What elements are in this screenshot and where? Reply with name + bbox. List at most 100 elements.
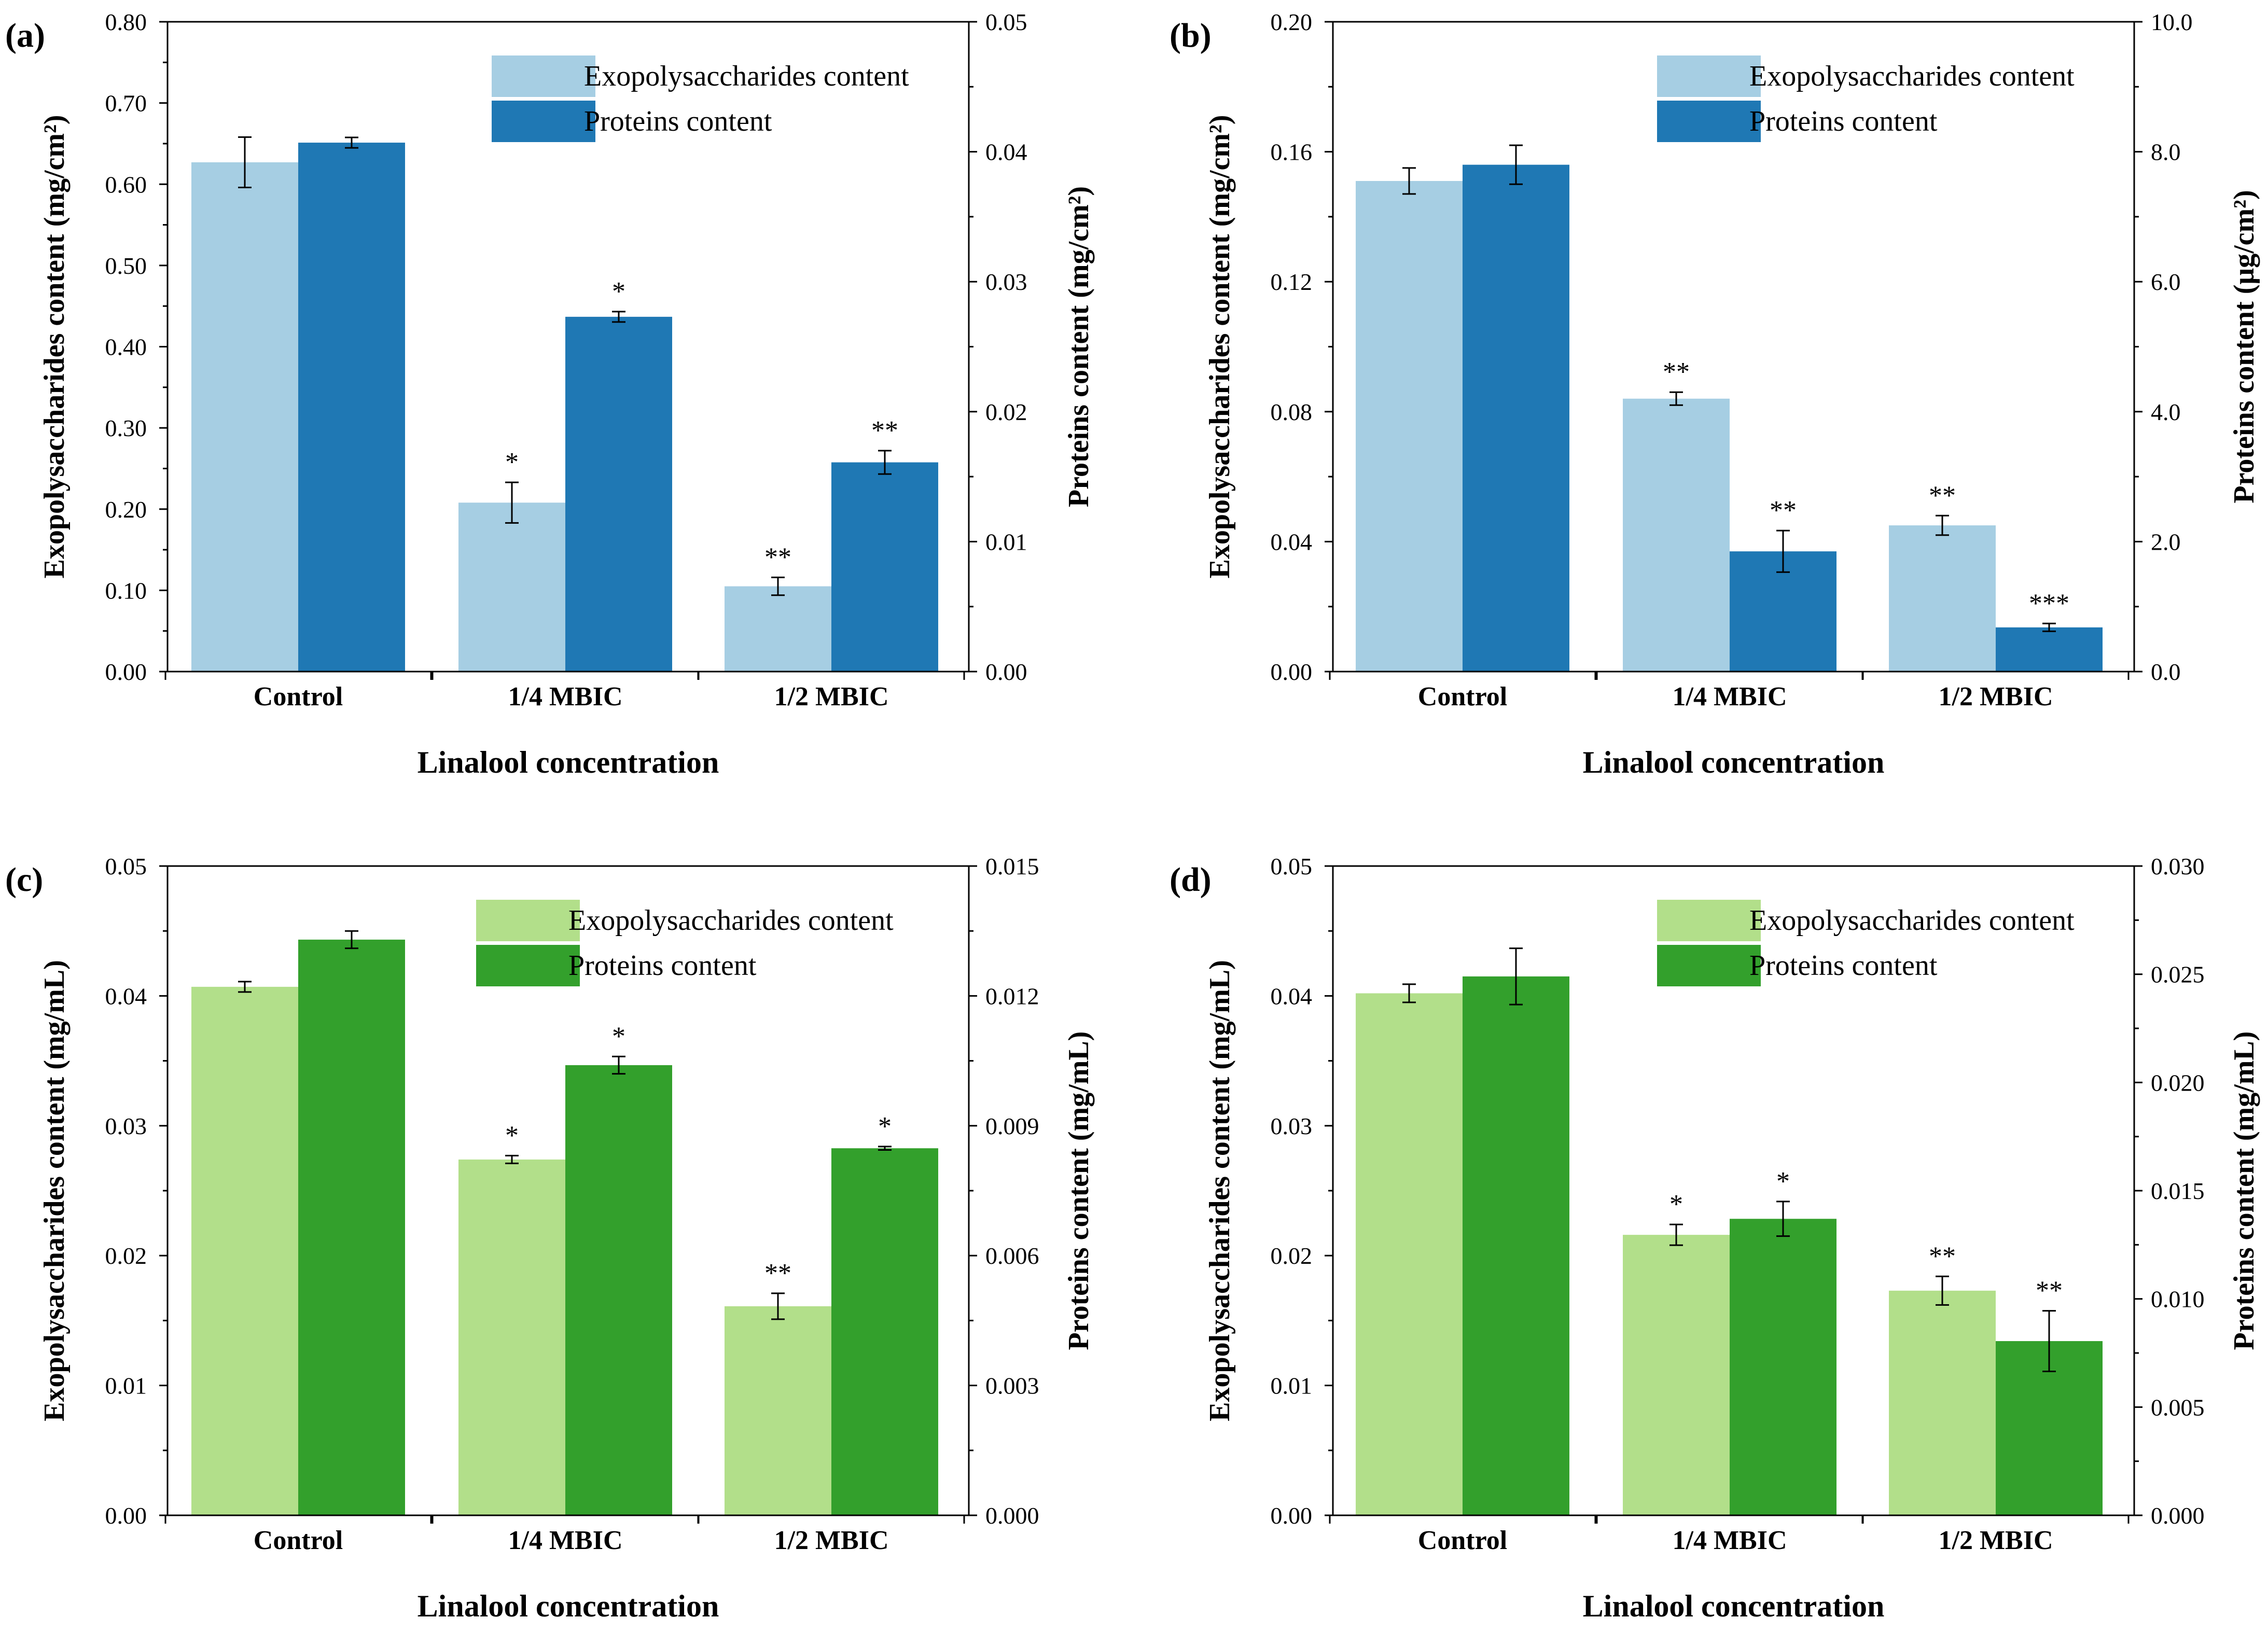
y-tick-label-right: 8.0 — [2151, 139, 2181, 165]
bar-c-eps-0 — [191, 986, 298, 1515]
significance-marker: *** — [2029, 589, 2069, 618]
bar-c-protein-1 — [565, 1065, 672, 1515]
y-tick-label-left: 0.01 — [105, 1373, 147, 1399]
bar-a-eps-0 — [191, 162, 298, 672]
error-bar — [1402, 983, 1416, 1003]
x-category-label: 1/2 MBIC — [1939, 1526, 2053, 1555]
significance-marker: ** — [1929, 1242, 1956, 1271]
error-bar — [345, 136, 358, 149]
significance-marker: ** — [1770, 496, 1797, 525]
y-tick-label-left: 0.00 — [1271, 1502, 1313, 1529]
y-tick-label-right: 0.02 — [985, 399, 1027, 425]
bar-c-eps-2 — [725, 1306, 831, 1515]
panel-a: ******0.000.100.200.300.400.500.600.700.… — [5, 9, 1095, 779]
x-category-label: 1/2 MBIC — [1939, 682, 2053, 712]
error-bar — [771, 1292, 785, 1320]
legend: Exopolysaccharides content Proteins conte… — [476, 900, 894, 986]
error-bar — [612, 1055, 625, 1075]
y-tick-label-right: 0.010 — [2151, 1286, 2205, 1313]
legend-swatch — [476, 945, 580, 986]
bar-d-eps-2 — [1889, 1290, 1996, 1515]
legend-swatch — [1657, 101, 1761, 142]
legend-label: Proteins content — [584, 105, 772, 137]
y-tick-label-right: 0.00 — [985, 659, 1027, 685]
x-axis-title: Linalool concentration — [1583, 745, 1885, 779]
legend-label: Proteins content — [1749, 105, 1938, 137]
error-bar — [1402, 167, 1416, 195]
panel-label: (c) — [5, 861, 43, 899]
y-tick-label-left: 0.05 — [1271, 853, 1313, 880]
y-tick-label-right: 0.015 — [985, 853, 1039, 880]
bar-b-protein-2 — [1996, 627, 2103, 672]
y-tick-label-left: 0.03 — [105, 1113, 147, 1139]
x-axis-title: Linalool concentration — [418, 745, 719, 779]
x-category-label: 1/4 MBIC — [1673, 682, 1787, 712]
y-tick-label-left: 0.00 — [105, 1502, 147, 1529]
y-tick-label-right: 0.009 — [985, 1113, 1039, 1139]
y-tick-label-right: 10.0 — [2151, 9, 2193, 35]
error-bar — [505, 1154, 519, 1164]
legend: Exopolysaccharides content Proteins conte… — [1657, 55, 2075, 142]
legend: Exopolysaccharides content Proteins conte… — [492, 55, 909, 142]
y-tick-label-right: 0.012 — [985, 983, 1039, 1009]
y-tick-label-right: 0.020 — [2151, 1069, 2205, 1096]
legend-label: Exopolysaccharides content — [1749, 904, 2075, 937]
error-bar — [2042, 1310, 2056, 1372]
legend-swatch — [1657, 900, 1761, 941]
legend-swatch — [1657, 945, 1761, 986]
y-tick-label-left: 0.20 — [1271, 9, 1313, 35]
panel-d: ******0.000.010.020.030.040.050.0000.005… — [1170, 853, 2260, 1623]
error-bar — [771, 576, 785, 596]
significance-marker: * — [878, 1112, 892, 1141]
significance-marker: ** — [1663, 357, 1690, 387]
y-tick-label-right: 2.0 — [2151, 528, 2181, 555]
y-tick-label-left: 0.60 — [105, 171, 147, 198]
bar-a-eps-1 — [458, 503, 565, 672]
y-tick-label-right: 0.003 — [985, 1373, 1039, 1399]
bar-d-protein-0 — [1463, 976, 1569, 1515]
y-axis-title-right: Proteins content (μg/cm²) — [2228, 190, 2260, 503]
y-tick-label-left: 0.16 — [1271, 139, 1313, 165]
significance-marker: ** — [764, 542, 791, 572]
panel-c: *****0.000.010.020.030.040.050.0000.0030… — [5, 853, 1095, 1623]
error-bar — [1669, 391, 1683, 406]
error-bar — [878, 450, 892, 475]
significance-marker: * — [1776, 1167, 1790, 1196]
legend-swatch — [1657, 55, 1761, 97]
y-tick-label-left: 0.50 — [105, 253, 147, 279]
y-axis-title-right: Proteins content (mg/cm²) — [1063, 186, 1095, 507]
x-category-label: Control — [1418, 682, 1507, 712]
x-category-label: Control — [1418, 1526, 1507, 1555]
error-bar — [238, 981, 252, 993]
y-tick-label-left: 0.20 — [105, 496, 147, 523]
legend-swatch — [492, 101, 595, 142]
x-category-label: 1/4 MBIC — [508, 1526, 623, 1555]
bar-b-eps-2 — [1889, 525, 1996, 672]
bar-c-eps-1 — [458, 1159, 565, 1515]
legend-label: Exopolysaccharides content — [1749, 60, 2075, 92]
y-tick-label-left: 0.08 — [1271, 399, 1313, 425]
significance-marker: * — [505, 1121, 519, 1150]
x-axis-title: Linalool concentration — [418, 1589, 719, 1623]
y-tick-label-right: 0.030 — [2151, 853, 2205, 880]
y-tick-label-right: 0.000 — [2151, 1502, 2205, 1529]
bar-d-eps-0 — [1356, 993, 1463, 1515]
y-tick-label-right: 0.025 — [2151, 961, 2205, 988]
y-tick-label-left: 0.02 — [105, 1243, 147, 1269]
x-category-label: 1/2 MBIC — [774, 682, 889, 712]
legend-label: Proteins content — [568, 950, 757, 982]
error-bar — [2042, 622, 2056, 632]
significance-marker: * — [612, 1022, 625, 1051]
y-tick-label-right: 0.05 — [985, 9, 1027, 35]
y-axis-title-right: Proteins content (mg/mL) — [1063, 1031, 1095, 1350]
panel-label: (b) — [1170, 17, 1212, 54]
y-tick-label-left: 0.00 — [1271, 659, 1313, 685]
y-tick-label-left: 0.40 — [105, 334, 147, 360]
y-tick-label-left: 0.01 — [1271, 1373, 1313, 1399]
error-bar — [612, 311, 625, 323]
y-axis-title-left: Exopolysaccharides content (mg/mL) — [38, 960, 71, 1421]
panel-label: (d) — [1170, 861, 1212, 899]
legend-swatch — [476, 900, 580, 941]
y-tick-label-left: 0.04 — [105, 983, 147, 1009]
y-tick-label-right: 0.01 — [985, 528, 1027, 555]
